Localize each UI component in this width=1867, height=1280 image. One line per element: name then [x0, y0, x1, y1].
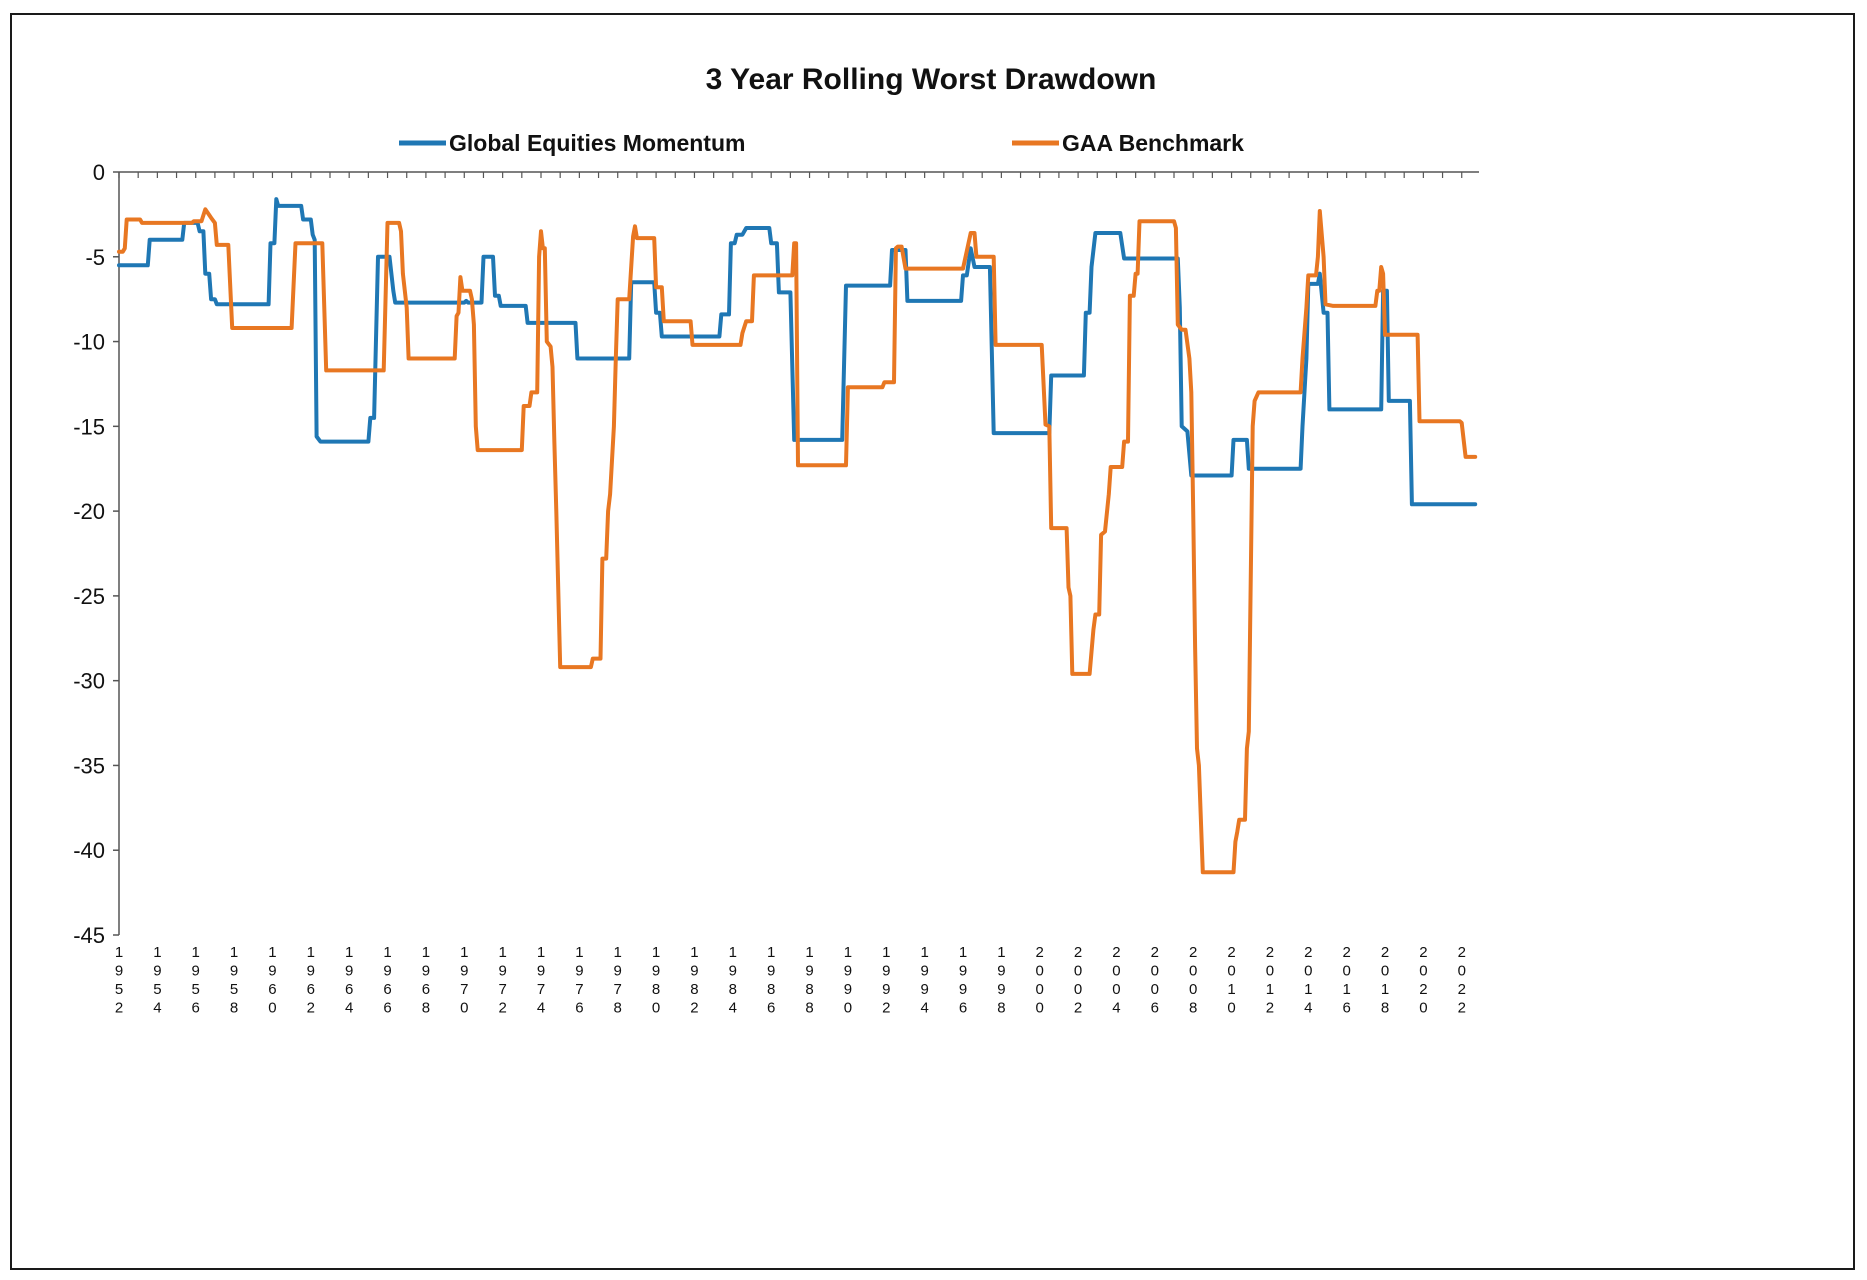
- chart-area: 3 Year Rolling Worst Drawdown Global Equ…: [73, 63, 1479, 1017]
- chart-title: 3 Year Rolling Worst Drawdown: [706, 63, 1157, 96]
- x-axis-ticks: 1 9 5 2 1 9 5 4 1 9 5 6 1 9 5 8 1 9 6 0 1 9 6 2 1 9 6 4 1 9 6 6 1 9 6 8 1 9 7 0…: [115, 172, 1466, 1017]
- y-tick-label: -15: [73, 414, 105, 439]
- y-tick-label: -40: [73, 838, 105, 863]
- y-tick-label: -25: [73, 584, 105, 609]
- y-tick-label: -45: [73, 923, 105, 948]
- legend-label-global-equities-momentum: Global Equities Momentum: [449, 130, 745, 156]
- y-axis-ticks: 0 -5 -10 -15 -20 -25 -30 -35 -40 -45: [73, 160, 119, 948]
- y-tick-label: -10: [73, 330, 105, 355]
- y-tick-label: -30: [73, 669, 105, 694]
- series-lines: [117, 197, 1478, 875]
- chart-frame: 3 Year Rolling Worst Drawdown Global Equ…: [10, 13, 1855, 1270]
- series-line-gaa-benchmark: [117, 207, 1478, 875]
- series-line-global-equities-momentum: [117, 197, 1478, 507]
- axes: [118, 171, 1479, 935]
- legend-label-gaa-benchmark: GAA Benchmark: [1062, 130, 1244, 156]
- y-tick-label: -35: [73, 753, 105, 778]
- y-tick-label: 0: [93, 160, 105, 185]
- legend: Global Equities Momentum GAA Benchmark: [399, 130, 1244, 156]
- y-tick-label: -5: [85, 245, 105, 270]
- y-tick-label: -20: [73, 499, 105, 524]
